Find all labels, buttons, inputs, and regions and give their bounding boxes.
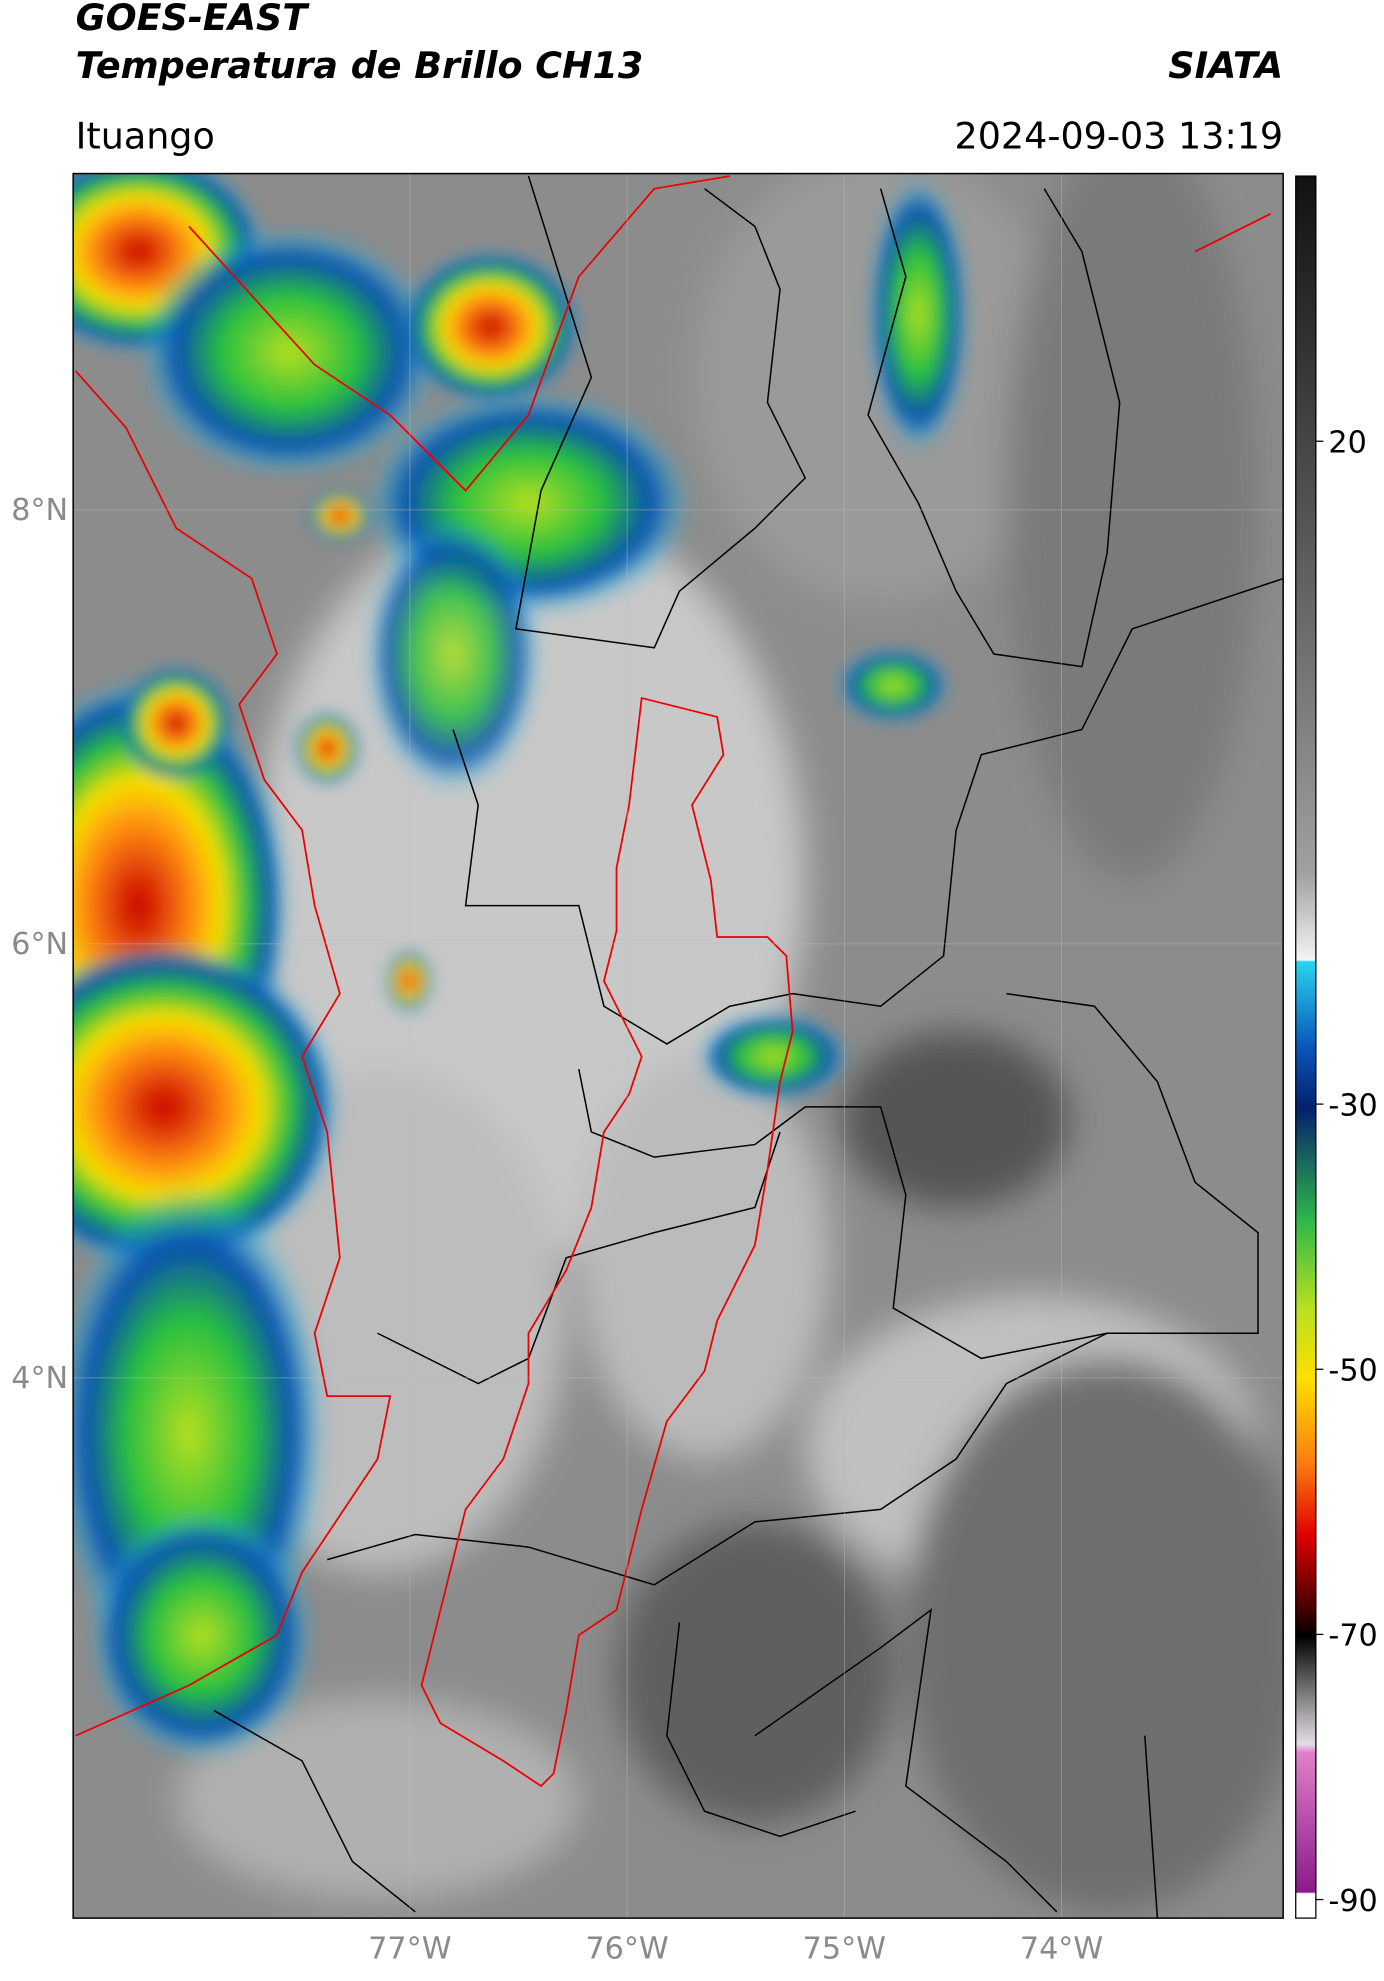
colorbar-tick-label: -70 [1328, 1619, 1377, 1654]
lon-label: 77°W [368, 1931, 451, 1966]
colorbar-tick-label: -90 [1328, 1884, 1377, 1919]
lon-label: 74°W [1020, 1931, 1103, 1966]
graticule [73, 173, 1284, 1919]
timestamp: 2024-09-03 13:19 [955, 114, 1284, 157]
title: GOES-EAST [76, 0, 311, 39]
lat-label: 4°N [11, 1361, 68, 1396]
lon-label: 75°W [803, 1931, 886, 1966]
colorbar-tick-label: -30 [1328, 1088, 1377, 1123]
subtitle: Temperatura de Brillo CH13 [76, 44, 644, 87]
location: Ituango [76, 114, 215, 157]
colorbar [1295, 175, 1317, 1919]
colorbar-tick-label: 20 [1328, 426, 1366, 461]
colorbar-tick-label: -50 [1328, 1354, 1377, 1389]
lon-label: 76°W [585, 1931, 668, 1966]
satellite-image [73, 173, 1284, 1919]
map-frame [72, 172, 1284, 1919]
lat-label: 6°N [11, 927, 68, 962]
source: SIATA [1168, 44, 1283, 87]
lat-label: 8°N [11, 493, 68, 528]
